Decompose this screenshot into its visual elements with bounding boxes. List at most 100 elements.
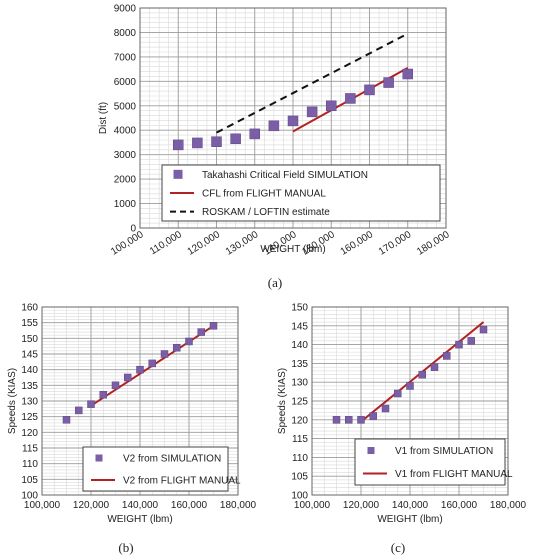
legend-box: [161, 164, 441, 222]
data-point: [209, 322, 218, 330]
y-tick-label: 130: [21, 397, 38, 408]
y-tick-label: 150: [291, 303, 308, 314]
x-tick-label: 180,000: [220, 500, 257, 511]
subfigure-caption: (b): [118, 540, 133, 555]
subfigure-caption: (c): [391, 540, 405, 555]
y-tick-label: 150: [21, 334, 38, 345]
x-tick-label: 160,000: [171, 500, 208, 511]
y-tick-label: 110: [22, 459, 38, 470]
y-tick-label: 115: [22, 444, 38, 455]
data-point: [62, 416, 71, 424]
legend-marker: [95, 454, 103, 462]
data-point: [332, 416, 341, 424]
x-tick-label: 120,000: [343, 500, 380, 511]
legend-label: ROSKAM / LOFTIN estimate: [202, 207, 330, 218]
data-point: [345, 93, 356, 104]
y-tick-label: 7000: [114, 52, 137, 63]
data-point: [443, 352, 451, 360]
x-tick-label: 160,000: [339, 229, 376, 258]
data-point: [99, 390, 107, 399]
y-tick-label: 120: [21, 428, 38, 439]
chart-c: 100 105 110 115 120 125 130 135 140 145 150 100,000…: [277, 303, 527, 556]
y-axis-label: Dist (ft): [98, 102, 109, 134]
y-tick-label: 110: [292, 453, 308, 464]
data-point: [418, 370, 426, 379]
y-tick-label: 160: [21, 303, 38, 314]
data-point: [87, 400, 95, 408]
data-point: [326, 100, 337, 112]
y-tick-label: 105: [291, 472, 308, 483]
x-tick-label: 100,000: [294, 500, 331, 511]
y-tick-label: 135: [291, 359, 308, 370]
subfigure-caption: (a): [268, 275, 282, 290]
plot-frame: [139, 7, 447, 229]
y-tick-label: 145: [291, 321, 308, 332]
y-tick-label: 4000: [114, 126, 137, 137]
x-tick-label: 180,000: [415, 229, 452, 258]
data-point: [306, 106, 318, 118]
y-tick-label: 130: [291, 378, 308, 389]
x-tick-label: 180,000: [490, 500, 527, 511]
data-point: [345, 416, 353, 424]
data-point: [185, 337, 193, 346]
data-point: [75, 406, 83, 415]
y-axis-label: Speeds (KIAS): [7, 368, 18, 434]
y-tick-label: 105: [21, 475, 38, 486]
legend-box: [354, 438, 506, 486]
y-tick-label: 100: [21, 491, 38, 502]
y-tick-label: 120: [291, 415, 308, 426]
x-tick-label: 140,000: [392, 500, 429, 511]
y-tick-label: 6000: [114, 77, 137, 88]
y-tick-label: 5000: [114, 101, 137, 112]
x-tick-label: 110,000: [148, 229, 184, 257]
data-point: [124, 373, 132, 382]
y-tick-label: 140: [21, 365, 38, 376]
x-tick-label: 120,000: [186, 229, 223, 258]
y-tick-label: 115: [292, 434, 308, 445]
data-point: [148, 359, 156, 368]
x-axis-label: WEIGHT (lbm): [377, 514, 442, 525]
data-point: [160, 350, 169, 358]
legend-marker: [173, 169, 183, 179]
y-tick-label: 135: [21, 381, 38, 392]
y-tick-label: 8000: [114, 28, 137, 39]
data-point: [230, 133, 241, 145]
data-point: [287, 115, 299, 127]
legend-label: Takahashi Critical Field SIMULATION: [202, 170, 368, 181]
x-tick-label: 170,000: [377, 229, 414, 258]
y-tick-label: 1000: [114, 199, 137, 210]
y-tick-label: 2000: [114, 175, 137, 186]
data-point: [430, 363, 439, 371]
data-point: [455, 340, 463, 349]
legend-label: V2 from FLIGHT MANUAL: [123, 476, 241, 487]
y-tick-label: 0: [130, 224, 136, 235]
legend-label: V1 from SIMULATION: [395, 446, 493, 457]
chart-b: 100 105 110 115 120 125 130 135 140 145 150 155 160 1…: [7, 303, 257, 556]
y-tick-label: 155: [21, 318, 38, 329]
y-tick-label: 125: [291, 397, 308, 408]
y-tick-label: 140: [291, 340, 308, 351]
data-point: [369, 412, 377, 420]
data-point: [381, 404, 390, 413]
y-tick-label: 100: [291, 491, 308, 502]
legend-label: V2 from SIMULATION: [123, 454, 221, 465]
y-tick-label: 9000: [114, 4, 137, 15]
data-point: [111, 381, 120, 390]
data-point: [173, 343, 181, 352]
chart-a: 0 1000 2000 3000 4000 5000 6000 7000 8000 9000 100…: [98, 4, 452, 291]
data-point: [211, 136, 222, 147]
data-point: [136, 365, 144, 374]
data-point: [197, 328, 205, 336]
y-axis-label: Speeds (KIAS): [277, 368, 288, 434]
y-tick-label: 125: [21, 412, 38, 423]
x-tick-label: 160,000: [441, 500, 478, 511]
data-point: [268, 120, 280, 132]
data-point: [383, 77, 394, 88]
x-axis-label: WEIGHT (lbm): [260, 244, 325, 255]
data-point: [402, 68, 413, 80]
data-point: [192, 137, 203, 149]
data-point: [394, 389, 402, 398]
x-tick-label: 100,000: [109, 229, 146, 258]
plot-frame: [41, 306, 239, 496]
